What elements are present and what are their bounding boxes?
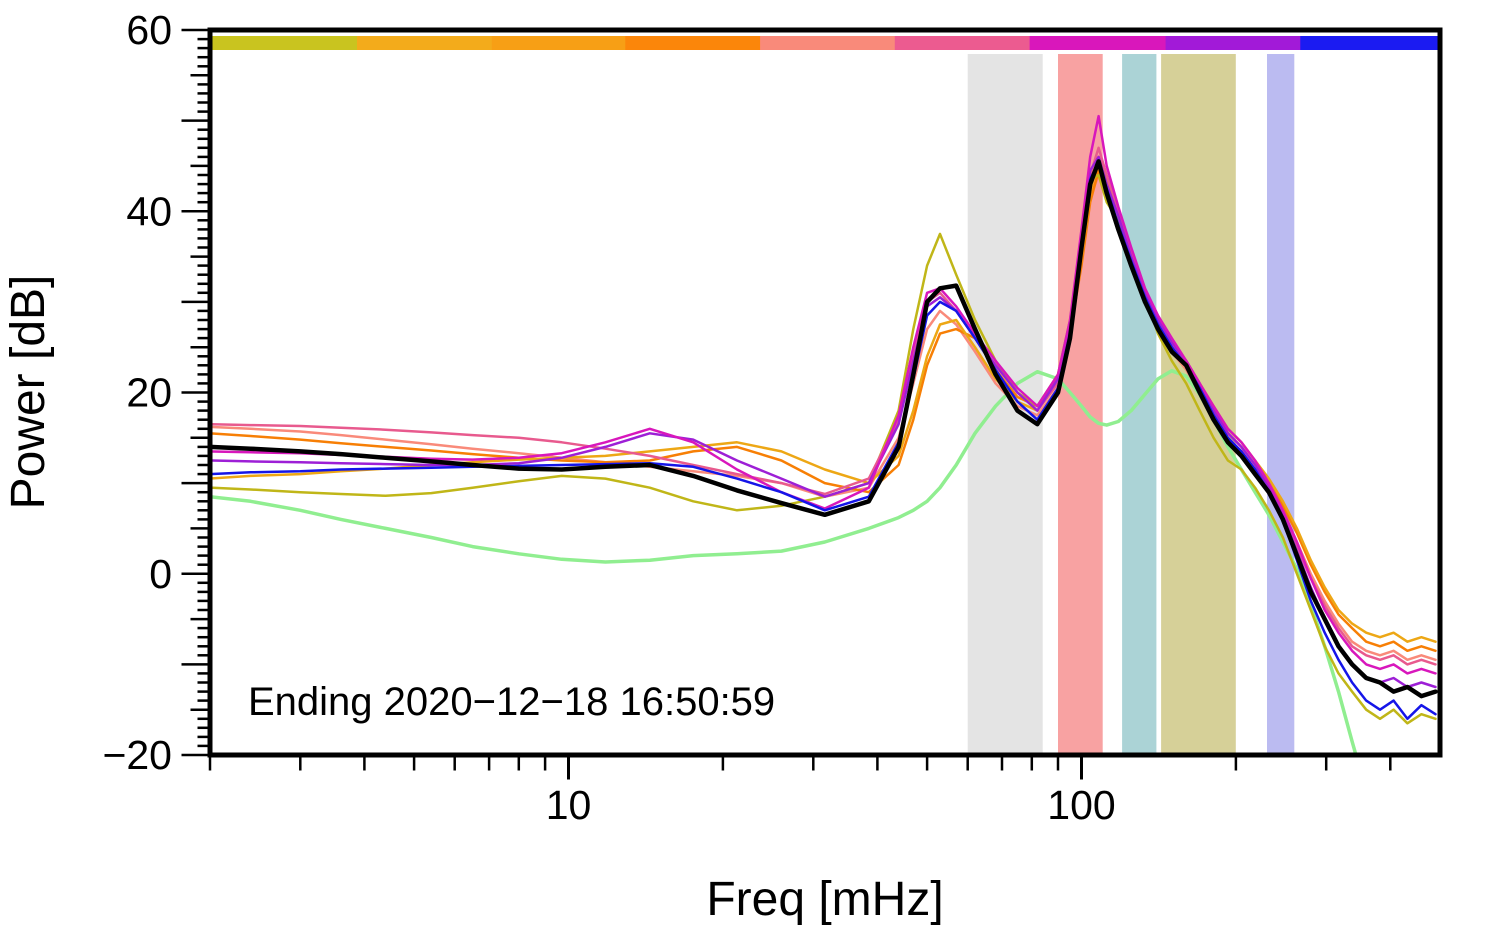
x-tick-label: 10: [546, 782, 592, 828]
colorbar-segment-5: [894, 36, 1031, 50]
x-tick-label: 100: [1047, 782, 1115, 828]
colorbar-segment-3: [625, 36, 761, 50]
colorbar-segment-1: [357, 36, 493, 50]
series-spectrum-olive: [212, 173, 1437, 725]
time-colorbar: [212, 36, 1439, 50]
y-tick-label: 20: [126, 370, 172, 416]
band-lavender: [1267, 54, 1295, 753]
colorbar-segment-8: [1300, 36, 1439, 50]
y-tick-label: −20: [102, 732, 172, 778]
y-axis-label: Power [dB]: [2, 275, 55, 510]
colorbar-segment-7: [1165, 36, 1302, 50]
colorbar-segment-0: [212, 36, 358, 50]
series-spectrum-magenta: [212, 114, 1437, 675]
series-spectrum-orange: [212, 155, 1437, 643]
x-axis-label: Freq [mHz]: [706, 873, 943, 926]
y-tick-label: 0: [149, 551, 172, 597]
colorbar-segment-4: [760, 36, 896, 50]
plot-frame: [207, 27, 1443, 758]
series-smooth-reference-green: [212, 369, 1358, 753]
series-spectrum-salmon: [212, 173, 1437, 662]
series-spectrum-pink: [212, 146, 1437, 666]
series-median-black: [212, 159, 1438, 699]
spectra-lines: [212, 114, 1438, 753]
y-tick-label: 60: [126, 7, 172, 53]
colorbar-segment-2: [491, 36, 627, 50]
axes: −20 0 20 40 60 10 100: [102, 7, 1443, 828]
series-spectrum-dark-orange: [212, 169, 1437, 653]
ending-timestamp: Ending 2020−12−18 16:50:59: [248, 680, 775, 724]
series-spectrum-purple: [212, 155, 1437, 689]
band-olive: [1161, 54, 1236, 753]
colorbar-segment-6: [1029, 36, 1167, 50]
y-tick-label: 40: [126, 188, 172, 234]
frequency-bands: [967, 54, 1295, 753]
